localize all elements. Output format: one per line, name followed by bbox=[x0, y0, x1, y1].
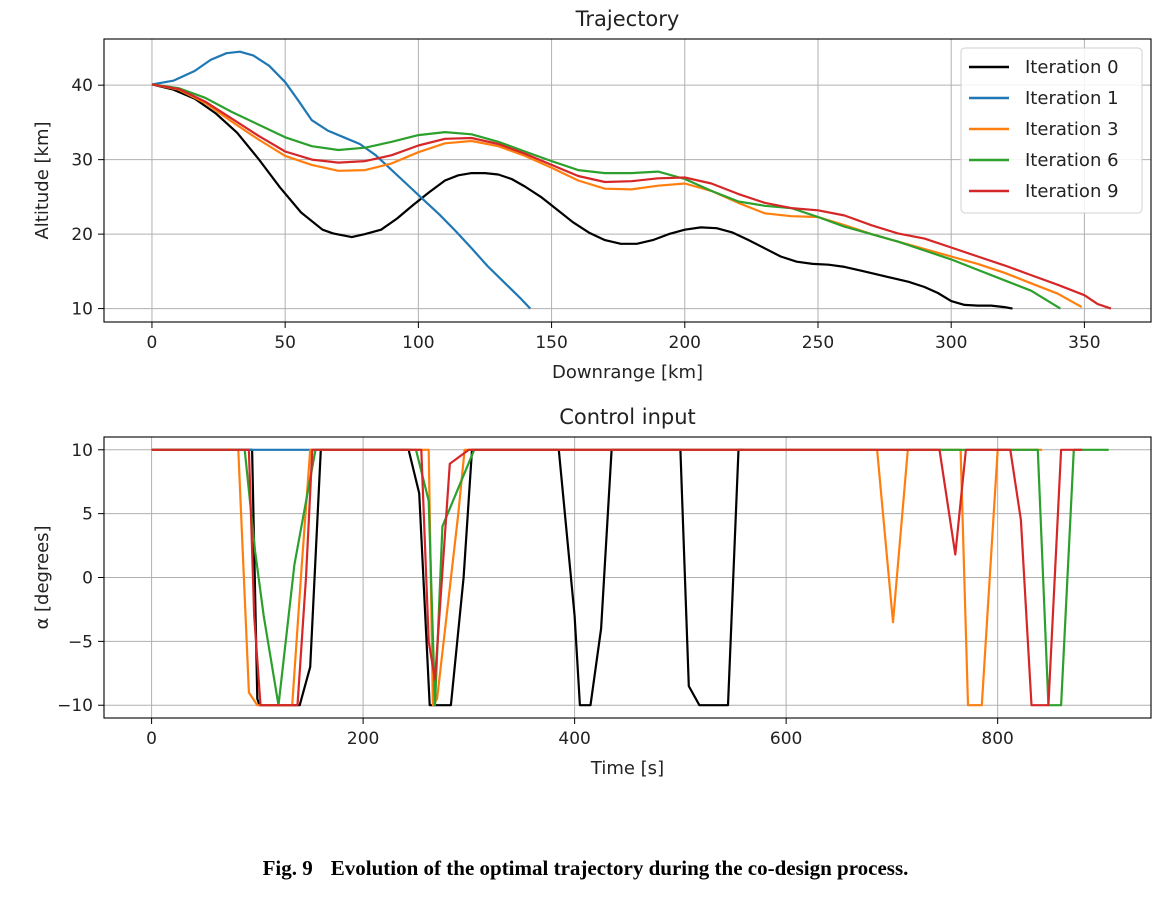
control-xtick-label: 400 bbox=[558, 729, 590, 749]
control-xtick-label: 0 bbox=[146, 729, 157, 749]
trajectory-xtick-label: 250 bbox=[802, 333, 834, 353]
legend-entry-label: Iteration 1 bbox=[1025, 88, 1119, 109]
control-y-axis-label: α [degrees] bbox=[32, 525, 53, 629]
trajectory-xtick-label: 200 bbox=[669, 333, 701, 353]
trajectory-title: Trajectory bbox=[575, 7, 680, 31]
trajectory-y-axis-label: Altitude [km] bbox=[32, 121, 53, 239]
trajectory-xtick-label: 100 bbox=[402, 333, 434, 353]
legend-entry-label: Iteration 0 bbox=[1025, 57, 1119, 78]
control-series-line-iteration-0 bbox=[151, 448, 744, 707]
trajectory-series-line-iteration-1 bbox=[151, 50, 532, 310]
trajectory-xtick-label: 300 bbox=[935, 333, 967, 353]
trajectory-axes-frame bbox=[103, 38, 1152, 323]
trajectory-ytick-label: 20 bbox=[71, 225, 93, 245]
trajectory-series-line-iteration-9 bbox=[151, 83, 1112, 310]
legend-box bbox=[960, 47, 1143, 214]
control-series-line-iteration-3 bbox=[151, 448, 1043, 707]
control-xtick-label: 800 bbox=[981, 729, 1013, 749]
trajectory-xtick-label: 0 bbox=[147, 333, 158, 353]
trajectory-xtick-label: 150 bbox=[535, 333, 567, 353]
control-title: Control input bbox=[559, 405, 696, 429]
trajectory-series-line-iteration-0 bbox=[151, 83, 1013, 310]
trajectory-ytick-label: 10 bbox=[71, 300, 93, 320]
control-ytick-label: −5 bbox=[68, 632, 93, 652]
trajectory-xtick-label: 350 bbox=[1068, 333, 1100, 353]
control-x-axis-label: Time [s] bbox=[590, 758, 664, 779]
control-xtick-label: 600 bbox=[770, 729, 802, 749]
control-ytick-label: 0 bbox=[82, 569, 93, 589]
trajectory-xtick-label: 50 bbox=[274, 333, 296, 353]
trajectory-chart: 0 50 100 150 200 250 300 350 10 20 30 40 Trajectory D… bbox=[32, 7, 1152, 383]
control-ytick-label: 5 bbox=[82, 505, 93, 525]
trajectory-series-line-iteration-3 bbox=[151, 83, 1083, 309]
legend-entry-label: Iteration 3 bbox=[1025, 119, 1119, 140]
trajectory-series-line-iteration-6 bbox=[151, 83, 1061, 310]
trajectory-x-axis-label: Downrange [km] bbox=[552, 362, 703, 383]
control-series-line-iteration-6 bbox=[151, 448, 1109, 707]
control-chart: 0 200 400 600 800 −10 −5 0 5 10 Control input Time … bbox=[32, 405, 1152, 779]
legend-entry-label: Iteration 9 bbox=[1025, 181, 1119, 202]
legend-entry-label: Iteration 6 bbox=[1025, 150, 1119, 171]
caption-number: Fig. 9 bbox=[262, 856, 313, 880]
control-xtick-label: 200 bbox=[347, 729, 379, 749]
control-ytick-label: 10 bbox=[71, 441, 93, 461]
caption-text: Evolution of the optimal trajectory duri… bbox=[330, 856, 909, 880]
control-series-line-iteration-9 bbox=[151, 448, 1083, 707]
trajectory-ytick-label: 40 bbox=[71, 76, 93, 96]
trajectory-ytick-label: 30 bbox=[71, 151, 93, 171]
figure-caption: Fig. 9 Evolution of the optimal trajector… bbox=[0, 856, 1171, 881]
trajectory-legend: Iteration 0 Iteration 1 Iteration 3 Iterati… bbox=[960, 47, 1143, 214]
control-ytick-label: −10 bbox=[57, 696, 93, 716]
